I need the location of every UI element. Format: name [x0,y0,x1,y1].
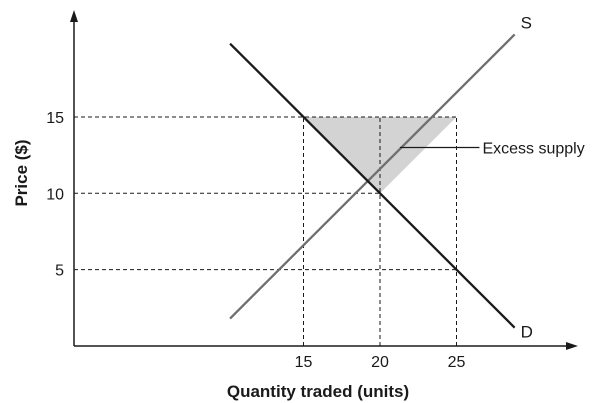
axes-layer [70,10,578,350]
annotation-layer: Excess supply [399,140,585,157]
reference-lines-layer [74,116,457,346]
curve-s [229,33,516,320]
curve-d [229,42,516,329]
y-tick-label-5: 5 [55,263,64,280]
x-axis-arrow [566,342,578,350]
curve-label-d: D [521,323,533,342]
x-tick-label-25: 25 [448,354,466,371]
x-tick-label-20: 20 [371,354,389,371]
curve-label-s: S [521,13,532,32]
series-layer: SD [229,13,533,342]
tick-labels-layer: 15 20 25 5 10 15 [46,110,465,371]
y-tick-label-15: 15 [46,110,64,127]
x-tick-label-15: 15 [295,354,313,371]
x-axis-title: Quantity traded (units) [227,382,409,401]
y-tick-label-10: 10 [46,186,64,203]
y-axis-title: Price ($) [12,139,31,206]
y-axis-arrow [70,10,78,22]
excess-supply-label: Excess supply [482,140,584,157]
